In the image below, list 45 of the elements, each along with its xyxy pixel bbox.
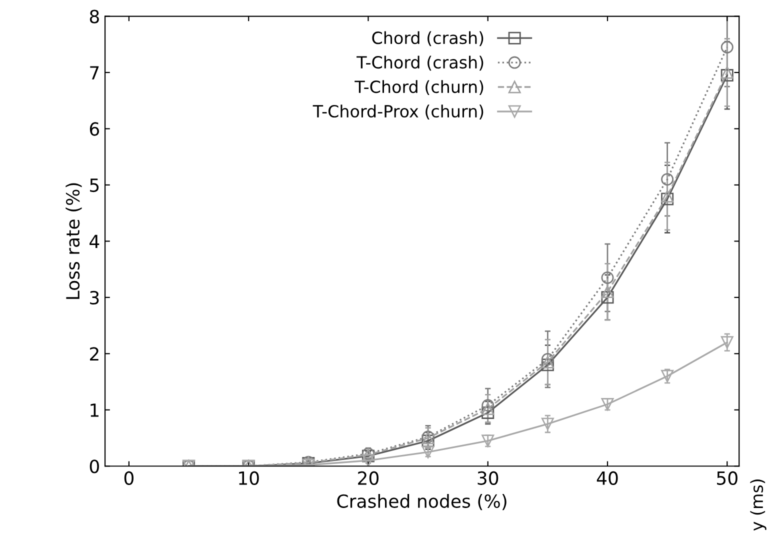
- point: [482, 434, 494, 448]
- text: y (ms): [750, 480, 766, 531]
- y-tick-label: 0: [90, 460, 99, 474]
- x-tick-label: 40: [596, 471, 618, 485]
- point: [422, 434, 434, 448]
- y-tick-label: 6: [90, 122, 100, 136]
- point: [720, 40, 734, 54]
- point: [541, 356, 554, 368]
- x-tick-label: 50: [717, 471, 738, 485]
- point: [422, 446, 434, 458]
- legend-label: Chord (crash): [372, 31, 484, 46]
- point: [720, 336, 734, 349]
- point: [720, 66, 734, 79]
- y-tick-label: 2: [90, 347, 98, 361]
- y-tick-label: 3: [90, 290, 99, 305]
- point: [661, 190, 674, 202]
- y-tick-label: 7: [90, 66, 99, 80]
- y-tick-label: 8: [90, 10, 99, 24]
- x-tick-label: 20: [358, 471, 379, 485]
- point: [601, 398, 614, 411]
- point: [661, 370, 674, 382]
- y-tick-label: 5: [90, 178, 99, 192]
- point: [541, 358, 554, 372]
- x-tick-label: 0: [124, 471, 134, 485]
- y-axis-title: Loss rate (%): [66, 183, 82, 299]
- point: [482, 406, 494, 419]
- x-axis-title: Crashed nodes (%): [337, 494, 506, 510]
- point: [362, 454, 374, 466]
- y-tick-label: 4: [90, 234, 100, 248]
- x-tick-label: 10: [239, 471, 259, 485]
- point: [601, 271, 614, 284]
- point: [601, 286, 614, 298]
- point: [661, 192, 674, 206]
- point: [541, 418, 554, 430]
- point: [482, 399, 494, 412]
- point: [541, 353, 554, 366]
- point: [601, 291, 614, 304]
- point: [720, 69, 734, 82]
- legend-label: T-Chord (crash): [356, 56, 484, 71]
- point: [482, 402, 494, 416]
- legend-label: T-Chord-Prox (churn): [312, 104, 484, 120]
- y-tick-label: 1: [90, 404, 98, 417]
- legend-label: T-Chord (churn): [354, 80, 484, 96]
- x-tick-label: 30: [478, 471, 498, 485]
- point: [661, 173, 674, 186]
